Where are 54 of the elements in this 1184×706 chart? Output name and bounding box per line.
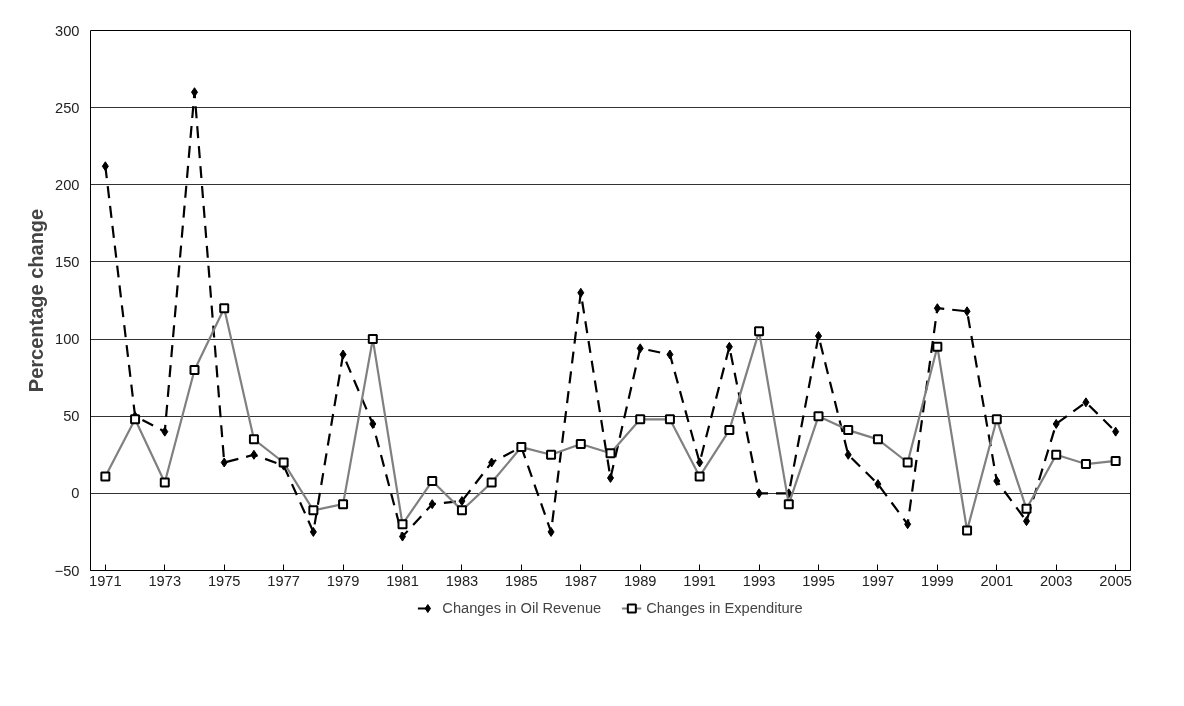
x-tick-label: 1991	[683, 572, 716, 589]
point	[488, 457, 496, 468]
point	[904, 519, 912, 530]
x-tick-label: 1983	[445, 572, 479, 589]
point	[339, 349, 347, 360]
x-tick-label: 2001	[980, 572, 1014, 589]
point	[933, 303, 941, 314]
x-tick-label: 1971	[89, 572, 122, 589]
x-tick-label: 1977	[267, 572, 300, 589]
x-tick-label: 1997	[861, 572, 895, 589]
point	[1112, 426, 1120, 437]
point	[755, 488, 763, 499]
point	[577, 287, 585, 298]
x-tick-label: 1975	[207, 572, 241, 589]
point	[993, 476, 1001, 487]
x-tick-label: 1981	[386, 572, 419, 589]
x-tick-label: 1989	[623, 572, 657, 589]
point	[963, 306, 971, 317]
y-axis-title: Percentage change	[24, 208, 47, 393]
y-tick-label: 100	[55, 331, 80, 348]
y-tick-label: −50	[54, 562, 80, 579]
point	[458, 496, 466, 507]
legend-label: Changes in Oil Revenue	[442, 600, 602, 616]
x-tick-label: 1999	[921, 572, 954, 589]
point	[547, 526, 555, 537]
x-tick-label: 1973	[148, 572, 182, 589]
point	[1082, 397, 1090, 408]
x-tick-label: 1995	[802, 572, 835, 589]
y-tick-label: 0	[71, 485, 80, 502]
x-tick-label: 1987	[564, 572, 598, 589]
y-tick-label: 250	[55, 99, 80, 116]
x-tick-label: 2005	[1099, 572, 1132, 589]
y-tick-label: 200	[55, 176, 80, 193]
point	[309, 526, 317, 537]
y-tick-label: 300	[55, 22, 80, 39]
legend-label: Changes in Expenditure	[646, 600, 803, 616]
x-tick-label: 1985	[505, 572, 538, 589]
x-tick-label: 1993	[742, 572, 776, 589]
point	[874, 479, 882, 490]
x-tick-label: 2003	[1039, 572, 1073, 589]
point	[725, 341, 733, 352]
point	[666, 349, 674, 360]
y-tick-label: 50	[63, 408, 80, 425]
point	[844, 449, 852, 460]
point	[101, 161, 109, 172]
point	[428, 499, 436, 510]
point	[636, 343, 644, 354]
point	[369, 418, 377, 429]
point	[1052, 418, 1060, 429]
point	[220, 457, 228, 468]
point	[250, 449, 258, 460]
point	[696, 457, 704, 468]
y-tick-label: 150	[55, 253, 80, 270]
x-tick-label: 1979	[326, 572, 360, 589]
